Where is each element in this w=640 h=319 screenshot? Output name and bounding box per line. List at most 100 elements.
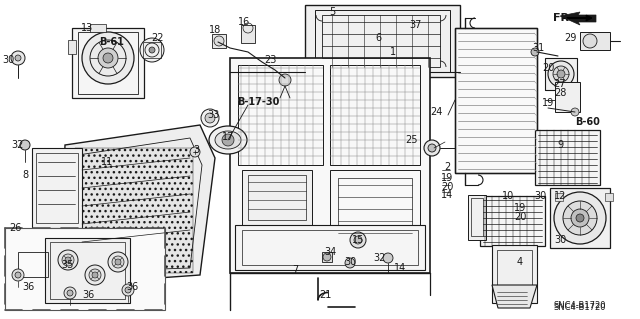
Bar — [242, 170, 312, 225]
Bar — [68, 40, 76, 54]
Circle shape — [583, 34, 597, 48]
Circle shape — [15, 272, 21, 278]
Circle shape — [15, 55, 21, 61]
Bar — [75, 148, 193, 273]
Circle shape — [58, 250, 78, 270]
Circle shape — [201, 109, 219, 127]
Bar — [305, 5, 460, 77]
Bar — [78, 32, 138, 94]
Bar — [72, 28, 144, 98]
Circle shape — [557, 70, 565, 78]
Circle shape — [92, 272, 98, 278]
Text: SNC4-B1720: SNC4-B1720 — [554, 303, 606, 313]
Circle shape — [428, 144, 436, 152]
Text: 16: 16 — [238, 17, 250, 27]
Circle shape — [112, 256, 124, 268]
Text: 32: 32 — [12, 140, 24, 150]
Circle shape — [571, 108, 579, 116]
Circle shape — [12, 269, 24, 281]
Circle shape — [125, 287, 131, 293]
Text: 30: 30 — [2, 55, 14, 65]
Circle shape — [345, 258, 355, 268]
Bar — [50, 242, 125, 299]
Circle shape — [350, 232, 366, 248]
Text: B-17-30: B-17-30 — [237, 97, 279, 107]
Circle shape — [424, 140, 440, 156]
Circle shape — [554, 192, 606, 244]
Bar — [322, 15, 440, 67]
Text: 31: 31 — [532, 43, 544, 53]
Bar — [580, 32, 610, 50]
Circle shape — [103, 53, 113, 63]
Circle shape — [98, 48, 118, 68]
Text: 34: 34 — [324, 247, 336, 257]
Bar — [5, 228, 165, 310]
Bar — [238, 65, 323, 165]
Bar — [605, 193, 613, 201]
Bar — [480, 196, 545, 246]
Text: 27: 27 — [554, 79, 566, 89]
Text: 14: 14 — [394, 263, 406, 273]
Circle shape — [563, 201, 597, 235]
Text: 7: 7 — [292, 265, 298, 275]
Bar — [242, 230, 418, 265]
Circle shape — [205, 113, 215, 123]
Bar — [555, 193, 563, 201]
Circle shape — [214, 36, 224, 46]
Circle shape — [548, 61, 574, 87]
Bar — [90, 24, 106, 32]
Text: 8: 8 — [22, 170, 28, 180]
Circle shape — [82, 32, 134, 84]
Text: 19: 19 — [542, 98, 554, 108]
Text: 28: 28 — [554, 88, 566, 98]
Bar — [143, 42, 161, 58]
Bar — [555, 82, 580, 112]
Bar — [330, 170, 420, 260]
Text: 22: 22 — [151, 33, 163, 43]
Text: 25: 25 — [406, 135, 419, 145]
Bar — [148, 42, 156, 56]
Text: FR.: FR. — [553, 13, 573, 23]
Circle shape — [354, 236, 362, 244]
Bar — [455, 28, 537, 173]
Circle shape — [323, 253, 331, 261]
Text: 1: 1 — [390, 47, 396, 57]
Text: 36: 36 — [126, 282, 138, 292]
Bar — [330, 65, 420, 165]
Text: 9: 9 — [557, 140, 563, 150]
Bar — [471, 198, 483, 236]
Bar — [230, 58, 430, 273]
Circle shape — [115, 259, 121, 265]
Text: 4: 4 — [517, 257, 523, 267]
Circle shape — [190, 147, 200, 157]
Polygon shape — [60, 125, 215, 285]
Text: 37: 37 — [410, 20, 422, 30]
Bar — [338, 178, 412, 252]
Bar — [36, 153, 78, 223]
Bar — [315, 10, 450, 72]
Bar — [32, 148, 82, 228]
Circle shape — [67, 290, 73, 296]
Text: 17: 17 — [222, 132, 234, 142]
Circle shape — [140, 38, 164, 62]
Circle shape — [89, 269, 101, 281]
Ellipse shape — [209, 126, 247, 154]
Text: 13: 13 — [81, 23, 93, 33]
Text: 10: 10 — [502, 191, 514, 201]
Polygon shape — [560, 12, 596, 25]
Text: 3: 3 — [193, 145, 199, 155]
Text: 24: 24 — [430, 107, 442, 117]
Text: 20: 20 — [441, 182, 453, 192]
Bar — [241, 25, 255, 43]
Circle shape — [576, 214, 584, 222]
Text: 15: 15 — [352, 235, 364, 245]
Text: 30: 30 — [344, 257, 356, 267]
Text: 14: 14 — [441, 190, 453, 200]
Text: 36: 36 — [22, 282, 34, 292]
Bar — [497, 250, 532, 298]
Text: 32: 32 — [374, 253, 386, 263]
Text: 23: 23 — [264, 55, 276, 65]
Bar — [492, 245, 537, 303]
Text: B-61: B-61 — [100, 37, 124, 47]
Circle shape — [279, 74, 291, 86]
